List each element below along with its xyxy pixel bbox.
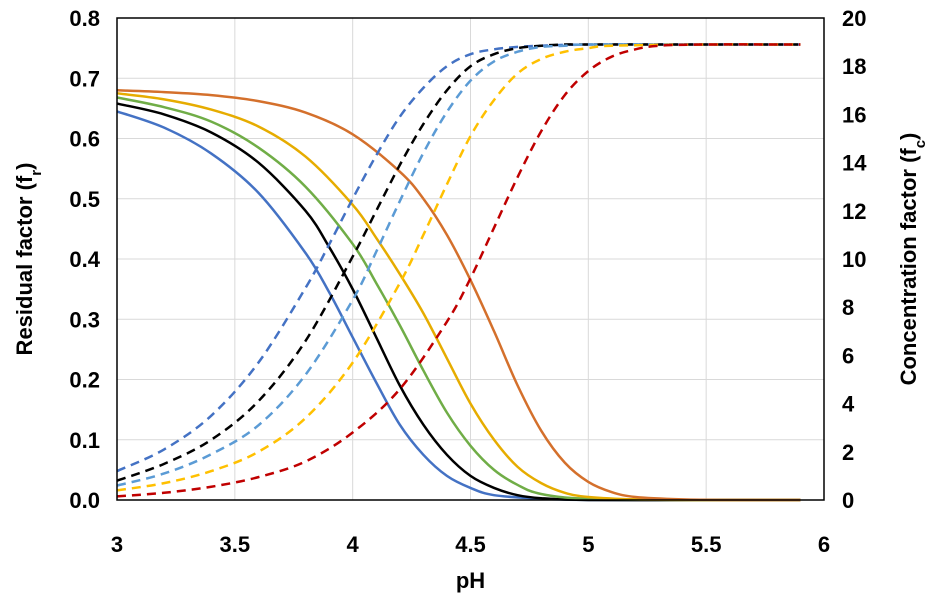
y-right-tick-label: 10 [842,247,866,272]
y-right-tick-label: 12 [842,199,866,224]
plot-area-frame [116,17,825,501]
y-right-tick-label: 16 [842,102,866,127]
residual-factor-line-3 [116,96,801,502]
x-tick-label: 3 [111,532,123,557]
residual-factor-line-5 [116,89,801,502]
y-right-tick-label: 8 [842,295,854,320]
y-right-tick-label: 0 [842,488,854,513]
x-tick-label: 4.5 [455,532,486,557]
y-left-tick-label: 0.2 [69,368,100,393]
x-tick-label: 3.5 [220,532,251,557]
y-right-tick-label: 4 [842,392,855,417]
y-right-axis-ticks: 0 2 4 6 8 10 12 14 16 18 20 [842,6,867,513]
residual-factor-line-1 [116,110,801,502]
concentration-factor-line-3 [116,43,801,487]
y-right-tick-label: 2 [842,440,854,465]
x-tick-label: 6 [818,532,830,557]
y-right-tick-label: 6 [842,343,854,368]
y-left-axis-ticks: 0.0 0.1 0.2 0.3 0.4 0.5 0.6 0.7 0.8 [69,6,100,513]
series-group [116,43,801,502]
x-tick-label: 5 [582,532,594,557]
y-left-tick-label: 0.1 [69,428,100,453]
y-right-axis-label-sub: c [912,140,929,148]
y-left-tick-label: 0.7 [69,66,100,91]
x-tick-label: 4 [347,532,360,557]
residual-factor-line-2 [116,102,801,502]
grid-lines [117,18,824,500]
x-tick-label: 5.5 [691,532,722,557]
y-left-axis-label-sub: r [28,170,45,176]
concentration-factor-line-4 [116,43,801,492]
y-right-axis-label-close: ) [896,133,921,140]
y-left-tick-label: 0.8 [69,6,100,31]
concentration-factor-line-5 [116,43,801,498]
y-left-tick-label: 0.0 [69,488,100,513]
y-left-tick-label: 0.3 [69,307,100,332]
y-left-axis-label-close: ) [12,163,37,170]
y-left-axis-label-text: Residual factor (f [12,175,37,355]
y-right-tick-label: 18 [842,54,866,79]
y-left-tick-label: 0.5 [69,187,100,212]
y-right-tick-label: 14 [842,151,867,176]
y-left-tick-label: 0.6 [69,127,100,152]
residual-factor-line-4 [116,92,801,502]
y-right-axis-label-text: Concentration factor (f [896,148,921,386]
y-left-axis-label: Residual factor (fr) [12,163,45,356]
x-axis-ticks: 3 3.5 4 4.5 5 5.5 6 [111,532,830,557]
x-axis-label: pH [456,568,485,593]
concentration-factor-line-2 [116,43,801,482]
y-right-tick-label: 20 [842,6,866,31]
y-left-tick-label: 0.4 [69,247,100,272]
y-right-axis-label: Concentration factor (fc) [896,133,929,386]
